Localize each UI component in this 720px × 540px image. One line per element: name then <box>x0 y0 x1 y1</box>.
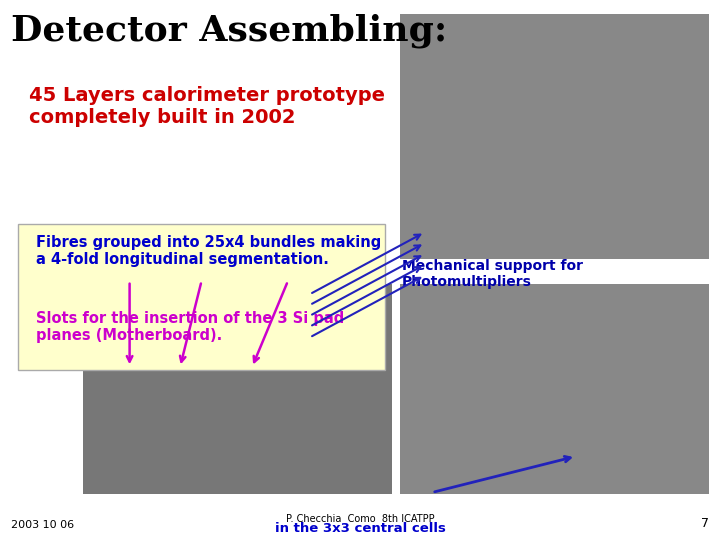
Text: in the 3x3 central cells: in the 3x3 central cells <box>274 522 446 535</box>
Text: Fibres grouped into 25x4 bundles making
a 4-fold longitudinal segmentation.: Fibres grouped into 25x4 bundles making … <box>36 235 382 267</box>
FancyBboxPatch shape <box>400 284 709 494</box>
FancyBboxPatch shape <box>400 14 709 259</box>
Text: 7: 7 <box>701 517 709 530</box>
Text: Mechanical support for
Photomultipliers: Mechanical support for Photomultipliers <box>402 259 582 289</box>
FancyBboxPatch shape <box>18 224 385 370</box>
Text: 45 Layers calorimeter prototype
completely built in 2002: 45 Layers calorimeter prototype complete… <box>29 86 384 127</box>
Text: Detector Assembling:: Detector Assembling: <box>11 14 447 48</box>
Text: Slots for the insertion of the 3 Si pad
planes (Motherboard).: Slots for the insertion of the 3 Si pad … <box>36 311 344 343</box>
Text: 2003 10 06: 2003 10 06 <box>11 520 74 530</box>
FancyBboxPatch shape <box>83 284 392 494</box>
Text: P. Checchia  Como  8th ICATPP: P. Checchia Como 8th ICATPP <box>286 514 434 524</box>
